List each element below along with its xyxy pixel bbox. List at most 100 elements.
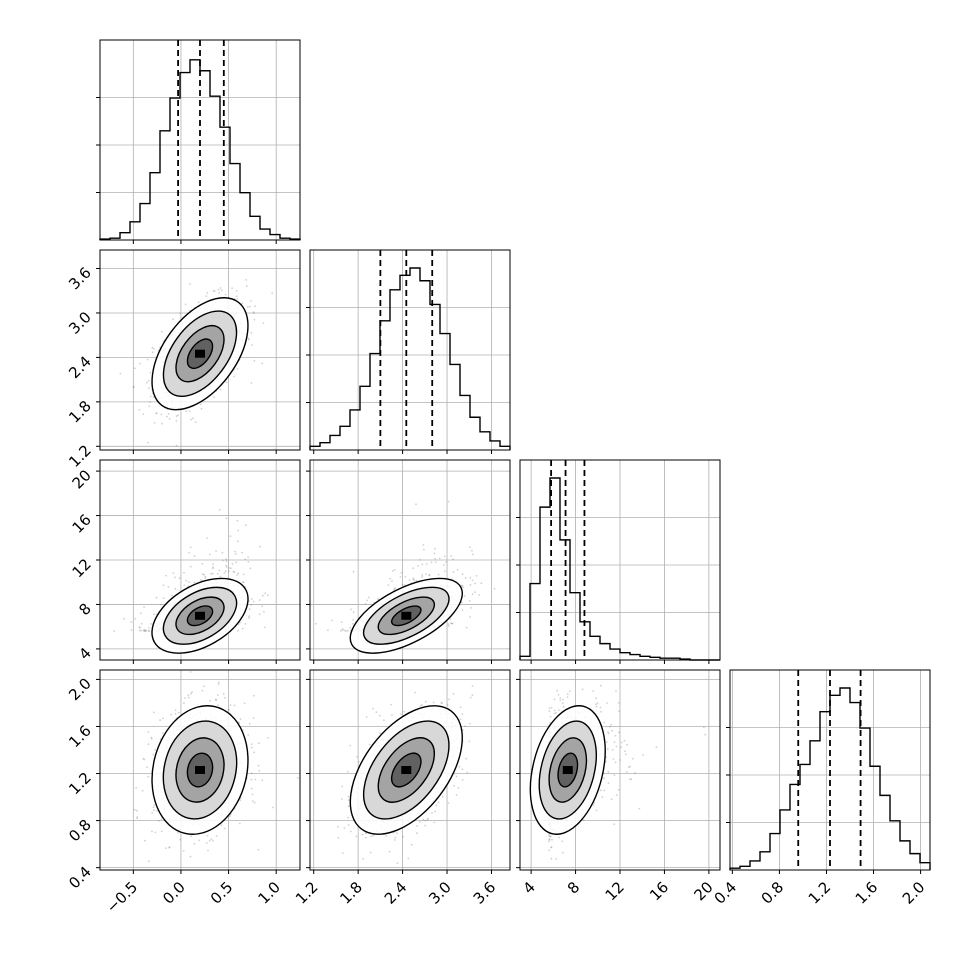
scatter-point [352, 618, 355, 621]
scatter-point [349, 744, 351, 747]
scatter-point [367, 596, 370, 599]
scatter-point [217, 704, 220, 707]
scatter-point [250, 743, 253, 745]
density-peak [195, 611, 205, 620]
scatter-point [162, 597, 165, 599]
scatter-point [461, 573, 464, 576]
scatter-point [241, 551, 244, 554]
scatter-point [452, 558, 454, 561]
scatter-point [175, 415, 178, 418]
scatter-point [342, 852, 344, 854]
scatter-point [248, 616, 250, 619]
scatter-point [192, 417, 194, 420]
scatter-point [415, 503, 417, 506]
scatter-point [201, 689, 204, 692]
scatter-point [179, 312, 182, 315]
scatter-point [257, 764, 260, 767]
scatter-content [529, 684, 707, 860]
scatter-point [218, 508, 221, 511]
scatter-point [242, 581, 245, 584]
scatter-point [605, 756, 608, 759]
scatter-point [474, 591, 476, 594]
scatter-point [228, 567, 231, 569]
scatter-point [190, 835, 193, 838]
scatter-point [447, 500, 450, 503]
scatter-point [389, 577, 392, 580]
scatter-point [390, 703, 393, 706]
scatter-point [412, 577, 415, 580]
scatter-point [264, 592, 267, 595]
scatter-point [548, 835, 550, 837]
scatter-point [219, 388, 222, 391]
scatter-point [146, 358, 149, 361]
scatter-point [155, 412, 158, 415]
scatter-content [119, 279, 274, 447]
scatter-point [250, 778, 253, 781]
scatter-point [421, 563, 424, 566]
scatter-point [233, 375, 235, 378]
scatter-point [414, 691, 416, 694]
scatter-point [190, 692, 192, 695]
scatter-point [206, 834, 209, 837]
scatter-point [466, 771, 469, 774]
scatter-point [469, 616, 471, 618]
scatter-point [362, 857, 364, 860]
scatter-point [225, 566, 228, 568]
scatter-point [230, 567, 232, 570]
scatter-point [134, 367, 136, 370]
scatter-point [215, 835, 218, 837]
scatter-point [244, 622, 247, 625]
scatter-point [445, 561, 448, 563]
scatter-point [143, 758, 146, 761]
scatter-point [216, 572, 219, 575]
scatter-point [153, 711, 155, 714]
scatter-point [148, 627, 150, 629]
scatter-point [408, 579, 411, 581]
scatter-point [177, 414, 179, 417]
scatter-point [557, 709, 560, 711]
scatter-point [472, 553, 474, 556]
scatter-point [189, 855, 192, 858]
scatter-point [187, 696, 190, 699]
scatter-point [215, 550, 218, 552]
scatter-point [267, 737, 269, 739]
scatter-point [471, 579, 474, 582]
scatter-point [377, 598, 380, 600]
scatter-point [152, 806, 155, 809]
scatter-point [223, 827, 226, 830]
scatter-point [249, 567, 252, 570]
scatter-point [246, 306, 249, 308]
scatter-point [433, 821, 436, 824]
scatter-point [258, 613, 261, 616]
scatter-point [403, 584, 406, 586]
scatter-point [147, 379, 150, 382]
scatter-point [341, 798, 343, 800]
scatter-point [407, 857, 410, 860]
scatter-point [423, 548, 425, 551]
scatter-point [239, 799, 242, 802]
scatter-point [250, 604, 253, 606]
scatter-content [133, 671, 299, 863]
scatter-point [437, 801, 440, 803]
scatter-point [189, 565, 192, 568]
scatter-point [236, 574, 239, 576]
scatter-point [422, 818, 425, 821]
scatter-point [130, 629, 133, 631]
histogram-panel-p0 [96, 39, 301, 244]
scatter-point [443, 555, 446, 558]
scatter-point [366, 599, 369, 602]
scatter-point [634, 772, 636, 774]
scatter-point [179, 838, 182, 841]
scatter-panel-p3-vs-p2 [516, 669, 721, 874]
scatter-point [153, 613, 155, 616]
scatter-point [190, 418, 193, 421]
scatter-point [468, 740, 471, 743]
scatter-point [143, 630, 146, 632]
scatter-point [221, 551, 224, 554]
scatter-point [261, 779, 264, 782]
scatter-point [183, 584, 186, 586]
scatter-point [146, 381, 148, 384]
scatter-point [113, 630, 115, 632]
scatter-point [160, 330, 163, 333]
scatter-point [441, 702, 444, 705]
